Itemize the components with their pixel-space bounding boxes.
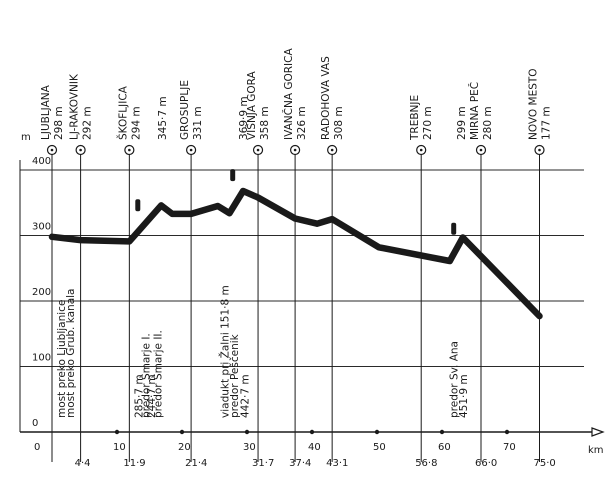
station-elevation: 270 m [422,106,434,140]
peak-elevation-label: 369·9 m [238,96,250,140]
x-tick-label: 70 [503,442,516,453]
x-tick-label: 0 [34,442,40,453]
x-tick-mark [504,429,510,435]
station-elevation: 308 m [333,106,345,140]
x-tick-label: 60 [438,442,451,453]
station-marker-dot [189,148,193,152]
structure-annotation: most preko Grub. kanala [65,289,77,418]
x-station-km-label: 43·1 [326,458,348,469]
structure-annotation: most preko Ljubljanice [56,300,68,418]
station-name: VIŠNJA GORA [245,70,258,140]
tunnel-portal-icon [230,169,236,182]
x-tick-mark [114,429,120,435]
y-tick-label: 300 [32,222,51,233]
x-station-km-label: 37·4 [289,458,311,469]
annotations: 345·7 m 369·9 m 299 m most preko Ljubljanic… [56,96,470,418]
structure-annotation: predor Sv. Ana [449,341,461,418]
station-name: RADOHOVA VAS [320,56,332,140]
station-name: MIRNA PEČ [468,82,481,140]
y-tick-label: 100 [32,353,51,364]
x-station-km-label: 11·9 [123,458,145,469]
station-name: TREBNJE [409,95,421,141]
elevation-profile [48,187,543,320]
elevation-profile-line [48,187,543,320]
x-tick-label: 20 [178,442,191,453]
x-tick-label: 50 [373,442,386,453]
station-marker-dot [330,148,334,152]
y-tick-label: 400 [32,156,51,167]
station-name: GROSUPLJE [179,80,191,140]
station-marker-dot [419,148,423,152]
station-elevation: 294 m [130,106,142,140]
station-name: LJUBLJANA [40,84,52,140]
structure-annotation: viadukt pri Žalni 151·8 m [218,285,231,418]
station-elevation: 292 m [82,106,94,140]
station-marker-dot [479,148,483,152]
station-marker-dot [538,148,541,152]
station-marker-dot [256,148,260,152]
structure-annotation: 285·7 m [133,374,145,418]
tunnel-portal-icon [451,222,457,235]
x-station-km-label: 66·0 [475,458,497,469]
x-unit-label: km [588,445,604,456]
station-marker-dot [79,148,82,152]
x-tick-mark [374,429,380,435]
x-tick-label: 40 [308,442,321,453]
y-tick-labels: 0 100 200 300 400 [32,156,51,429]
structure-annotation: 451·9 m [458,374,470,418]
x-station-km-label: 56·8 [415,458,437,469]
structure-annotation: 442·7 m [239,374,251,418]
y-tick-label: 200 [32,287,51,298]
tunnel-portal-icon [135,199,141,212]
station-name: IVANČNA GORICA [282,48,295,140]
x-station-km-label: 21·4 [185,458,207,469]
x-station-km-label: 4·4 [75,458,91,469]
structure-annotation: predor Šmarje II. [151,330,164,418]
station-name: ŠKOFLJICA [116,85,129,140]
station-markers: LJUBLJANA 298 m LJ-RAKOVNIK 292 m ŠKOFLJICA 2… [40,48,553,462]
station-elevation: 298 m [53,106,65,140]
structure-annotation: predor Peščenik [229,333,241,418]
station-elevation: 326 m [296,106,308,140]
station-elevation: 358 m [259,106,271,140]
station-elevation: 280 m [482,106,494,140]
x-tick-labels: 0 10 20 30 40 50 60 70 4·4 11·9 21·4 31·7 37·4 43·1 56… [34,429,556,469]
y-tick-label: 0 [32,418,38,429]
x-axis-arrow-icon [591,427,605,437]
station-name: NOVO MESTO [528,68,540,140]
y-unit-label: m [21,132,31,143]
x-tick-label: 30 [243,442,256,453]
x-tick-mark [244,429,250,435]
station-marker-dot [128,148,131,152]
x-station-km-label: 75·0 [534,458,556,469]
x-station-km-label: 31·7 [252,458,274,469]
peak-elevation-label: 299 m [456,106,468,140]
station-name: LJ-RAKOVNIK [69,73,81,140]
peak-elevation-label: 345·7 m [157,96,169,140]
horizontal-gridlines [20,169,584,367]
station-elevation: 177 m [541,106,553,140]
x-tick-mark [439,429,445,435]
x-tick-label: 10 [113,442,126,453]
structure-annotation: predor Šmarje I. [140,333,153,418]
station-marker-dot [293,148,297,152]
x-tick-mark [309,429,315,435]
station-elevation: 331 m [192,106,204,140]
station-marker-dot [50,148,54,152]
structure-annotation: 244·7 m [146,374,158,418]
x-tick-mark [179,429,185,435]
